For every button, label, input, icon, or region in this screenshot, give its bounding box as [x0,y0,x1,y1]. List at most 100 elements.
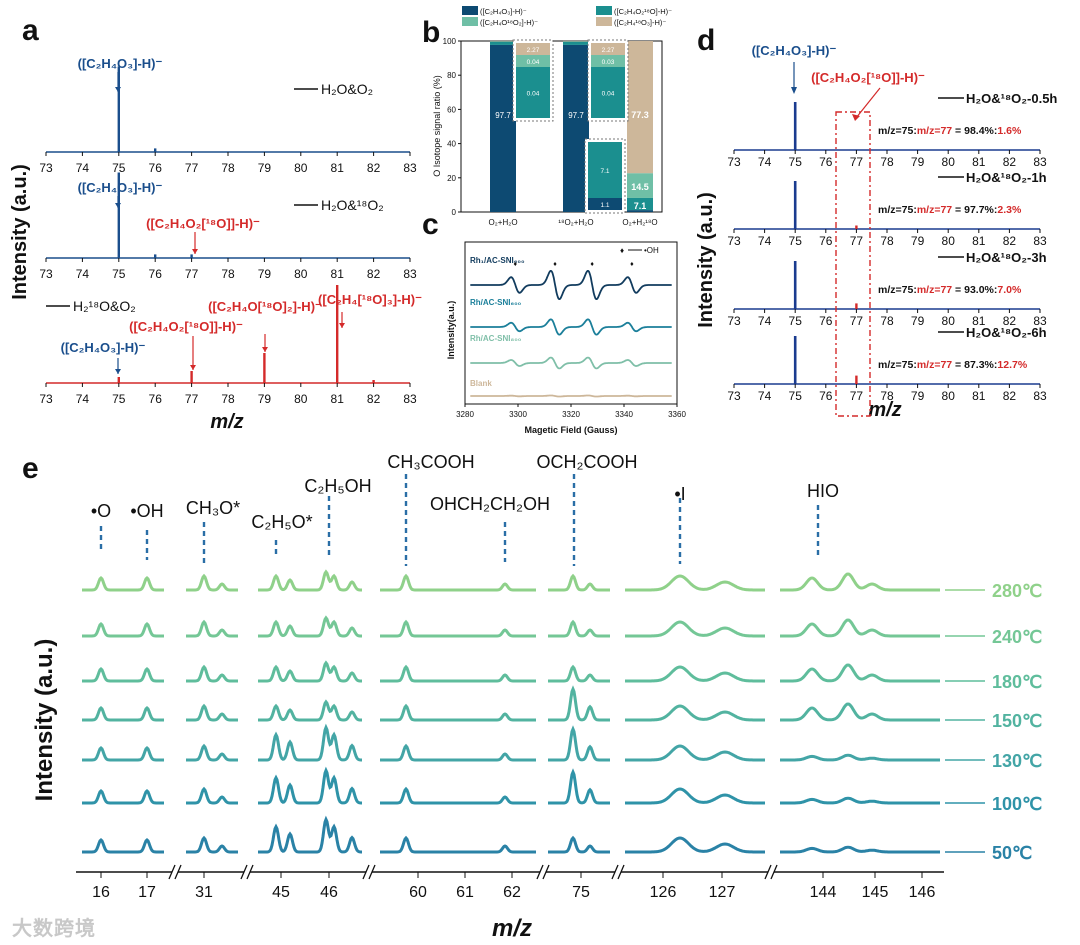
ms-trace-segment [258,615,362,638]
axis-break-mark [617,864,625,880]
axis-break-gap [244,866,250,878]
species-label: •I [674,484,685,504]
ms-trace-segment [625,665,765,683]
x-tick-label: 76 [149,161,163,175]
species-label: CH₃O* [186,498,240,518]
bar-label: 97.7 [495,111,511,120]
ratio-text: m/z=75:m/z=77 = 93.0%:7.0% [878,284,1022,296]
x-tick-label: 146 [909,884,936,901]
axis-break-gap [540,866,546,878]
spectrum-d-1: 73 74 75 76 77 78 79 80 81 82 83 H₂O&¹⁸O₂-1h m/z=75:… [727,170,1047,248]
x-tick-label: 74 [758,155,772,169]
bar-segment [563,44,589,212]
x-tick-label: 81 [331,267,345,281]
x-tick-label: 75 [789,155,803,169]
legend-label: H₂O&¹⁸O₂ [321,197,384,213]
x-tick-label: 77 [185,392,199,406]
temp-trace-3: 150℃ [82,685,1042,731]
ratio-text: m/z=75:m/z=77 = 97.7%:2.3% [878,204,1022,216]
inset-zoom: 2.27 0.04 0.04 [512,39,554,122]
x-tick-label: 77 [185,267,199,281]
y-tick-label: 20 [447,174,456,183]
y-tick-label: 0 [452,208,457,217]
species-label: •OH [130,501,163,521]
bar-segment [627,41,653,174]
x-tick-label: 76 [819,314,833,328]
x-tick-label: 77 [185,161,199,175]
ms-trace-segment [186,786,238,805]
epr-trace [470,318,672,336]
x-tick-label: 80 [942,389,956,403]
ratio-red-label: m/z=77 [917,125,952,137]
ms-trace-segment [780,845,940,854]
y-tick-label: 60 [447,105,456,114]
panel-e: e Intensity (a.u.) m/z 280℃ 240℃ 180℃ 150℃ 1… [22,452,1042,942]
x-tick-label: 75 [112,267,126,281]
spectrum-d-0: 73 74 75 76 77 78 79 80 81 82 83 H₂O&¹⁸O₂-0.5h m/z=7… [727,91,1057,169]
bar-segment [490,40,516,42]
x-tick-label: 81 [972,314,986,328]
y-tick-label: 80 [447,71,456,80]
legend-label: H₂O&O₂ [321,81,373,97]
x-tick-label: 82 [1003,314,1017,328]
x-tick-label: 74 [758,389,772,403]
panel-e-xlabel: m/z [492,915,532,942]
x-tick-label: 76 [149,267,163,281]
species-label: OCH₂COOH [537,452,638,472]
x-tick-label: 81 [972,155,986,169]
inset-label: 7.1 [600,168,609,175]
x-tick-label: 144 [810,884,837,901]
x-tick-label: 82 [367,392,381,406]
x-tick-label: 73 [727,314,741,328]
species-label: C₂H₅O* [251,512,312,532]
peak-marker: ♦ [630,261,634,268]
epr-trace [470,270,672,300]
x-tick-label: 17 [138,884,156,901]
ms-trace-segment [82,788,164,805]
x-tick-label: 81 [331,161,345,175]
x-tick-label: 46 [320,884,338,901]
species-label: CH₃COOH [387,452,474,472]
temp-label: 150℃ [992,711,1042,731]
spectrum-d-2: 73 74 75 76 77 78 79 80 81 82 83 H₂O&¹⁸O₂-3h m/z=75:… [727,250,1047,328]
x-tick-label: 75 [789,234,803,248]
legend-swatch [596,6,612,15]
panel-c: c Intensity(a.u.) Magetic Field (Gauss) … [422,208,686,435]
ms-trace-segment [380,573,536,592]
x-tick-label: 80 [942,314,956,328]
inset-label: 1.1 [600,202,609,209]
ratio-red-value: 12.7% [997,359,1027,371]
ratio-text: m/z=75:m/z=77 = 87.3%:12.7% [878,359,1028,371]
inset-zoom: 7.1 1.1 [584,138,626,214]
ratio-text: m/z=75:m/z=77 = 98.4%:1.6% [878,125,1022,137]
x-tick-label: 77 [850,155,864,169]
axis-break-mark [368,864,376,880]
x-tick-label: 83 [403,161,417,175]
panel-d: d Intensity (a.u.) m/z 73 74 75 76 77 78 79 80 8… [695,24,1057,421]
temp-trace-5: 100℃ [82,766,1042,814]
axis-break-mark [611,864,619,880]
ms-trace-segment [258,815,362,854]
bar-label: 14.5 [631,182,649,192]
x-tick-label: 83 [1033,234,1047,248]
panel-d-ylabel: Intensity (a.u.) [695,192,717,328]
x-tick-label: 61 [456,884,474,901]
highlight-box [835,111,871,417]
x-tick-label: 3360 [668,410,686,419]
annotation-arrow-head [262,347,268,352]
legend-swatch [462,6,478,15]
annotation-arrow-head [339,323,345,328]
x-tick-label: 79 [911,155,925,169]
species-label: HIO [807,481,839,501]
temp-label: 100℃ [992,794,1042,814]
panel-a-ylabel: Intensity (a.u.) [9,164,31,300]
panel-b: b O Isotope signal ratio (%) 0 20 40 60 80 10… [422,6,672,227]
panel-e-ylabel: Intensity (a.u.) [31,639,58,802]
x-tick-label: 3340 [615,410,633,419]
legend-label: H₂O&¹⁸O₂-1h [966,170,1047,185]
temp-trace-4: 130℃ [82,723,1042,771]
axis-break-mark [246,864,254,880]
species-label: C₂H₅OH [304,476,371,496]
peak-marker: ♦ [553,261,557,268]
x-tick-label: 79 [911,234,925,248]
